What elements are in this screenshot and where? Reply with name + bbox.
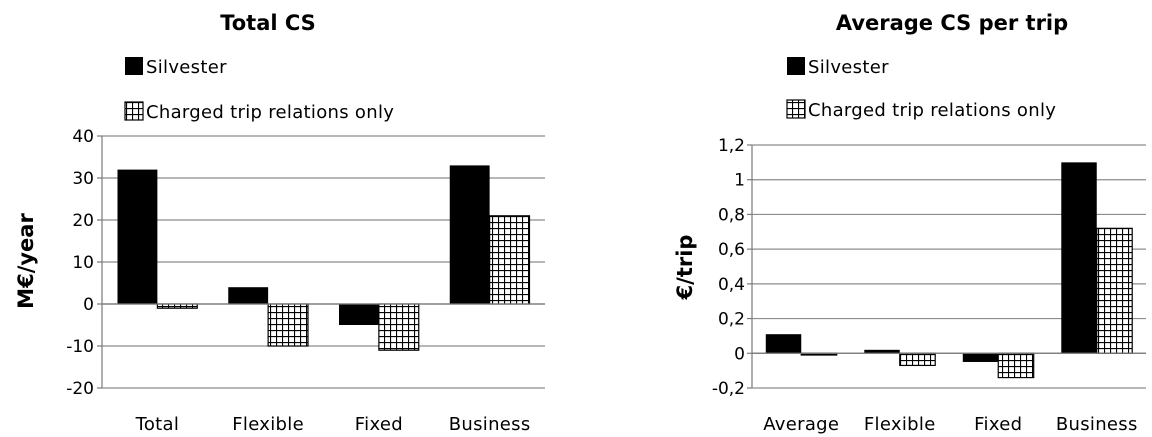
- bar-charged-total: [156, 303, 198, 309]
- legend-swatch-silvester: [787, 57, 805, 75]
- y-tick-label: 0,4: [718, 275, 745, 295]
- y-tick-label: 0,2: [718, 310, 745, 330]
- legend-label-silvester: Silvester: [146, 57, 227, 78]
- bar-silvester-fixed: [962, 353, 999, 362]
- legend-swatch-silvester: [125, 57, 143, 75]
- y-axis-title: €/trip: [673, 235, 697, 301]
- bar-silvester-average: [765, 334, 802, 354]
- y-tick-label: -10: [66, 337, 94, 357]
- bar-charged-flexible: [899, 352, 936, 367]
- legend-label-silvester: Silvester: [808, 57, 889, 78]
- bar-silvester-total: [117, 169, 158, 304]
- bar-charged-business: [489, 215, 531, 305]
- y-tick-label: 20: [72, 211, 94, 231]
- plot-area: -0,2 0 0,2 0,4 0,6 0,8 1 1,2 Average Flexible Fixe…: [712, 136, 1146, 435]
- category-label: Average: [763, 414, 839, 435]
- y-tick-label: 0,6: [718, 240, 745, 260]
- category-label: Business: [449, 414, 531, 435]
- bar-charged-fixed: [378, 303, 420, 351]
- y-tick-label: 0: [734, 344, 745, 364]
- chart-total-cs: Total CS Silvester Charged trip relation…: [14, 11, 545, 435]
- legend: Silvester Charged trip relations only: [786, 57, 1056, 121]
- legend-swatch-charged: [786, 99, 806, 119]
- y-tick-label: 40: [72, 127, 94, 147]
- legend: Silvester Charged trip relations only: [124, 57, 394, 123]
- bar-charged-fixed: [997, 352, 1035, 379]
- chart-average-cs-per-trip: Average CS per trip Silvester Charged tr…: [673, 11, 1146, 435]
- legend-swatch-charged: [124, 101, 144, 121]
- y-tick-label: 1,2: [718, 136, 745, 156]
- y-tick-label: 0,8: [718, 205, 745, 225]
- category-label: Flexible: [864, 414, 936, 435]
- bar-silvester-business: [449, 165, 490, 304]
- y-tick-label: 0: [83, 295, 94, 315]
- legend-label-charged: Charged trip relations only: [808, 100, 1056, 121]
- bar-silvester-flexible: [864, 349, 900, 354]
- bar-charged-flexible: [267, 303, 309, 347]
- category-label: Fixed: [355, 414, 403, 435]
- y-tick-label: -0,2: [712, 379, 745, 399]
- bar-silvester-business: [1061, 162, 1097, 354]
- category-label: Business: [1056, 414, 1138, 435]
- plot-area: -20 -10 0 10 20 30 40 Total Flexible Fixed Busines…: [66, 127, 545, 435]
- category-label: Flexible: [232, 414, 304, 435]
- bar-silvester-fixed: [339, 304, 379, 325]
- y-tick-label: 10: [72, 253, 94, 273]
- bar-charged-business: [1096, 227, 1133, 354]
- bar-silvester-flexible: [228, 287, 269, 304]
- legend-label-charged: Charged trip relations only: [146, 102, 394, 123]
- chart-title: Total CS: [220, 11, 316, 35]
- chart-title: Average CS per trip: [836, 11, 1068, 35]
- y-axis-title: M€/year: [14, 213, 38, 309]
- y-tick-label: 30: [72, 169, 94, 189]
- y-tick-label: 1: [734, 171, 745, 191]
- category-label: Fixed: [974, 414, 1022, 435]
- category-label: Total: [135, 414, 180, 435]
- y-tick-label: -20: [66, 379, 94, 399]
